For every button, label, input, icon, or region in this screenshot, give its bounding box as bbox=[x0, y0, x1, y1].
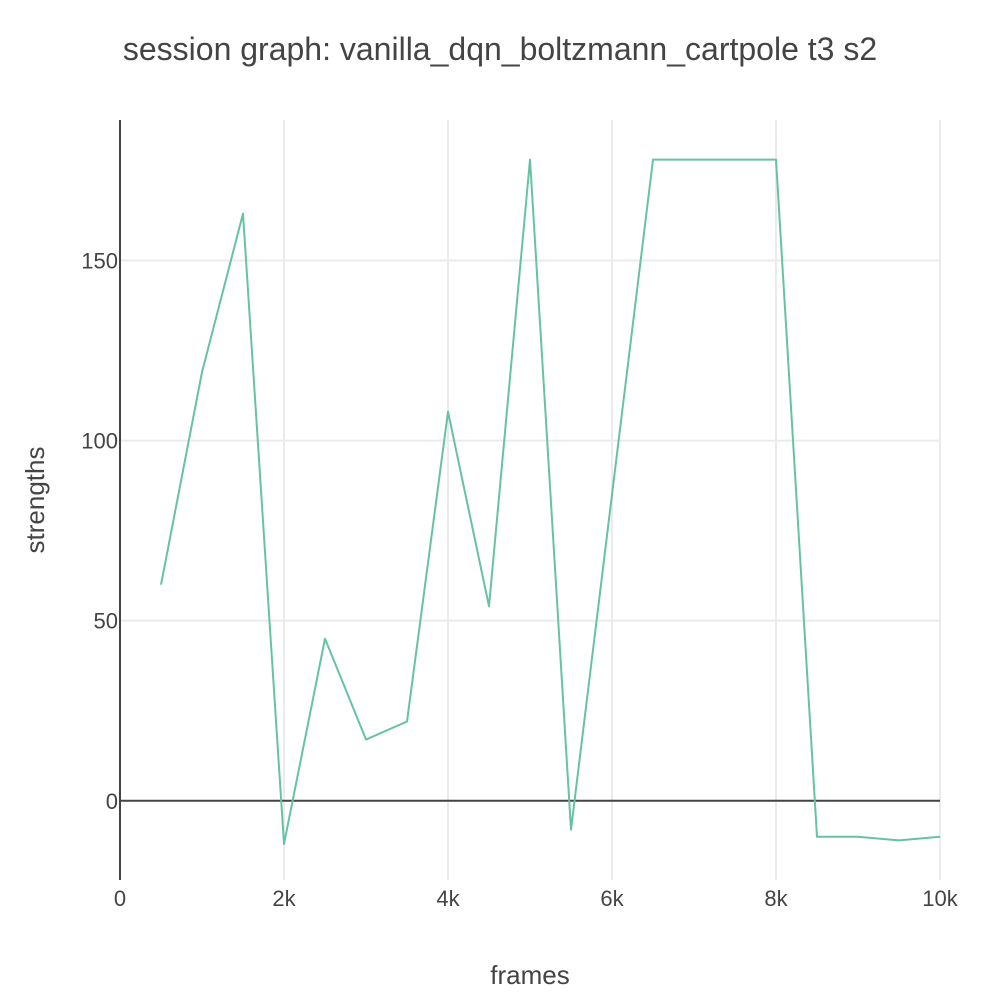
x-tick-label: 2k bbox=[272, 886, 296, 911]
y-tick-label: 150 bbox=[81, 248, 118, 273]
series-line bbox=[160, 158, 941, 845]
y-tick-label: 50 bbox=[94, 609, 118, 634]
axes bbox=[119, 120, 940, 880]
x-tick-label: 6k bbox=[600, 886, 624, 911]
grid bbox=[120, 120, 941, 880]
x-axis-title: frames bbox=[490, 960, 569, 990]
x-tick-label: 4k bbox=[436, 886, 460, 911]
tick-labels: 0 2k 4k 6k 8k 10k 0 50 100 150 bbox=[81, 248, 958, 911]
x-tick-label: 10k bbox=[922, 886, 958, 911]
chart-title: session graph: vanilla_dqn_boltzmann_car… bbox=[123, 31, 877, 67]
x-tick-label: 8k bbox=[764, 886, 788, 911]
y-tick-label: 0 bbox=[106, 789, 118, 814]
y-axis-title: strengths bbox=[20, 447, 50, 554]
x-tick-label: 0 bbox=[114, 886, 126, 911]
series-layer bbox=[160, 158, 941, 845]
y-tick-label: 100 bbox=[81, 429, 118, 454]
